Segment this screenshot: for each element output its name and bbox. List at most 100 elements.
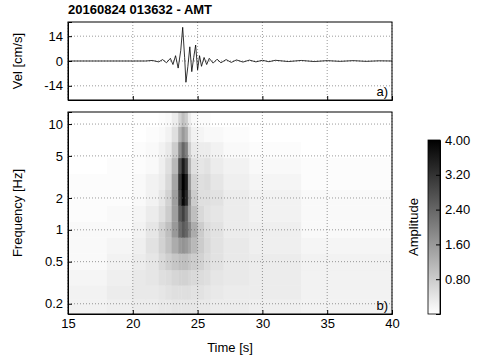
y-axis-a-tick-label: 14 bbox=[49, 29, 63, 44]
heatmap-cell bbox=[211, 285, 224, 300]
heatmap-cell bbox=[204, 158, 211, 174]
colorbar-axis-tick-label: 1.60 bbox=[445, 237, 470, 252]
heatmap-cell bbox=[172, 112, 179, 127]
colorbar-axis-tick-label: 2.40 bbox=[445, 202, 470, 217]
y-axis-b: 0.20.512510 bbox=[45, 113, 72, 315]
y-axis-a-tick-mark bbox=[68, 61, 72, 62]
heatmap-cell bbox=[165, 126, 172, 142]
heatmap-cell bbox=[178, 174, 182, 190]
heatmap-cell bbox=[249, 174, 301, 190]
heatmap-cell bbox=[301, 174, 392, 190]
x-axis-b-tick-mark bbox=[198, 310, 199, 314]
x-axis-a-tick-mark bbox=[133, 96, 134, 100]
heatmap-cell bbox=[301, 112, 392, 127]
heatmap-cell bbox=[165, 205, 172, 221]
heatmap-cell bbox=[68, 174, 107, 190]
y-axis-b-tick: 0.5 bbox=[45, 254, 72, 269]
heatmap-cell bbox=[188, 126, 192, 142]
heatmap-cell bbox=[107, 299, 133, 314]
grid-a bbox=[68, 22, 392, 100]
colorbar-title: Amplitude bbox=[406, 198, 421, 256]
x-axis-a-tick bbox=[262, 96, 263, 100]
heatmap-cell bbox=[224, 285, 250, 300]
y-axis-a-line bbox=[69, 23, 73, 101]
heatmap-cell bbox=[301, 205, 392, 221]
colorbar-axis-tick: 4.00 bbox=[436, 133, 470, 148]
heatmap-cell bbox=[133, 174, 146, 190]
heatmap-cell bbox=[181, 253, 185, 270]
colorbar-axis-line bbox=[436, 141, 441, 315]
heatmap-cell bbox=[191, 299, 198, 314]
heatmap-cell bbox=[198, 126, 205, 142]
y-axis-b-line bbox=[69, 113, 73, 315]
heatmap-cell bbox=[188, 270, 192, 286]
y-axis-a: -14014 bbox=[44, 23, 72, 101]
heatmap-cell bbox=[146, 205, 159, 221]
heatmap-cell bbox=[188, 285, 192, 300]
heatmap-cell bbox=[159, 158, 166, 174]
heatmap-cell bbox=[159, 126, 166, 142]
heatmap-cell bbox=[146, 285, 159, 300]
a-grid-line bbox=[68, 36, 392, 37]
heatmap-cell bbox=[204, 270, 211, 286]
heatmap-cell bbox=[68, 299, 107, 314]
heatmap-cell bbox=[133, 299, 146, 314]
x-axis-title: Time [s] bbox=[207, 340, 253, 355]
heatmap-cell bbox=[107, 158, 133, 174]
heatmap-cell bbox=[107, 126, 133, 142]
heatmap-cell bbox=[198, 112, 205, 127]
title: 20160824 013632 - AMT bbox=[68, 2, 212, 17]
y-axis-b-tick: 1 bbox=[56, 222, 72, 237]
heatmap-cell bbox=[181, 126, 185, 142]
y-axis-b-tick-label: 0.5 bbox=[45, 254, 63, 269]
b-grid-line bbox=[68, 155, 392, 156]
heatmap-cell bbox=[146, 237, 159, 253]
heatmap-cell bbox=[188, 205, 192, 221]
colorbar-axis-tick-label: 4.00 bbox=[445, 133, 470, 148]
b-grid-line bbox=[68, 303, 392, 304]
b-grid-line bbox=[327, 112, 328, 314]
heatmap-cell bbox=[181, 221, 185, 237]
x-axis-b-tick-label: 20 bbox=[126, 316, 140, 331]
heatmap-cell bbox=[172, 253, 179, 270]
heatmap-cell bbox=[204, 285, 211, 300]
heatmap-cell bbox=[165, 237, 172, 253]
heatmap-cell bbox=[165, 221, 172, 237]
y-axis-b-tick-label: 0.2 bbox=[45, 296, 63, 311]
grid-b bbox=[68, 112, 392, 314]
heatmap-cell bbox=[181, 270, 185, 286]
heatmap-cell bbox=[224, 299, 250, 314]
y-axis-b-tick-mark bbox=[68, 124, 72, 125]
b-grid-line bbox=[262, 112, 263, 314]
y-axis-b-tick: 5 bbox=[56, 149, 72, 164]
heatmap-cell bbox=[165, 299, 172, 314]
x-axis-a-tick-mark bbox=[327, 96, 328, 100]
heatmap-cell bbox=[146, 158, 159, 174]
heatmap-cell bbox=[178, 126, 182, 142]
y-axis-b-tick-label: 1 bbox=[56, 222, 63, 237]
colorbar-axis-tick-mark bbox=[436, 279, 440, 280]
heatmap-cell bbox=[211, 237, 224, 253]
b-grid-line bbox=[132, 112, 133, 314]
heatmap-cell bbox=[301, 126, 392, 142]
y-axis-a-tick-mark bbox=[68, 36, 72, 37]
heatmap-cell bbox=[249, 270, 301, 286]
heatmap-cell bbox=[211, 270, 224, 286]
b-grid-line bbox=[68, 229, 392, 230]
heatmap-cell bbox=[178, 237, 182, 253]
colorbar-axis-tick-mark bbox=[436, 175, 440, 176]
heatmap-cell bbox=[224, 126, 250, 142]
heatmap-cell bbox=[159, 299, 166, 314]
colorbar-axis-tick-label: 0.80 bbox=[445, 272, 470, 287]
heatmap-cell bbox=[172, 190, 179, 206]
heatmap-cell bbox=[191, 205, 198, 221]
heatmap-cell bbox=[249, 112, 301, 127]
colorbar bbox=[428, 140, 440, 314]
heatmap-cell bbox=[107, 237, 133, 253]
heatmap-cell bbox=[68, 112, 107, 127]
heatmap-cell bbox=[146, 299, 159, 314]
colorbar-axis-tick: 3.20 bbox=[436, 167, 470, 182]
heatmap-cell bbox=[249, 299, 301, 314]
heatmap-cell bbox=[198, 285, 205, 300]
heatmap-cell bbox=[185, 126, 189, 142]
